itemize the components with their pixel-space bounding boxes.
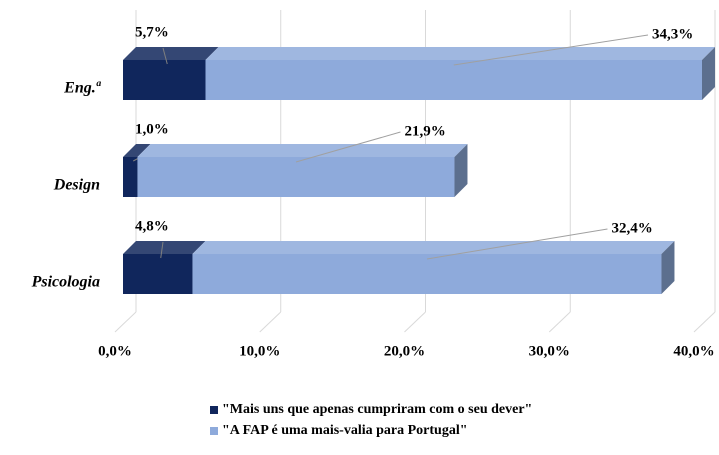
category-label: Psicologia: [31, 274, 100, 291]
bar-top: [123, 144, 151, 157]
grid-floor-line: [693, 311, 716, 333]
bar: [123, 60, 206, 100]
bar-top: [205, 47, 715, 60]
data-label: 21,9%: [404, 123, 445, 139]
category-label: Eng.ª: [63, 80, 102, 97]
data-label: 32,4%: [611, 220, 652, 236]
x-tick-label: 40,0%: [673, 343, 714, 359]
grid-floor-line: [404, 311, 426, 333]
bar-side: [661, 241, 675, 294]
bar-top: [123, 47, 219, 60]
legend-label: "Mais uns que apenas cumpriram com o seu…: [222, 402, 532, 417]
bar: [192, 254, 662, 294]
x-tick-label: 10,0%: [239, 343, 280, 359]
bar-top: [123, 241, 206, 254]
data-label: 4,8%: [135, 218, 169, 234]
bar: [123, 254, 193, 294]
bar-side: [702, 47, 715, 100]
grid-floor-line: [548, 311, 571, 333]
legend-swatch: [210, 427, 218, 435]
legend-swatch: [210, 406, 218, 414]
grid-floor-line: [259, 311, 282, 333]
leader-line: [295, 131, 401, 163]
x-tick-label: 30,0%: [529, 343, 570, 359]
bar-top: [192, 241, 675, 254]
category-label: Design: [53, 177, 100, 194]
bar: [123, 157, 138, 197]
x-tick-label: 20,0%: [384, 343, 425, 359]
leader-line: [160, 241, 164, 259]
x-tick-label: 0,0%: [98, 343, 132, 359]
data-label: 5,7%: [135, 24, 169, 40]
data-label: 34,3%: [652, 26, 693, 42]
bar-side: [454, 144, 468, 197]
bar: [205, 60, 702, 100]
bar-top: [137, 144, 468, 157]
bar: [137, 157, 455, 197]
leader-line: [426, 228, 608, 260]
leader-line: [453, 34, 649, 66]
grid-floor-line: [114, 311, 137, 333]
leader-line: [162, 47, 168, 65]
legend-label: "A FAP é uma mais-valia para Portugal": [222, 423, 468, 438]
data-label: 1,0%: [135, 121, 169, 137]
